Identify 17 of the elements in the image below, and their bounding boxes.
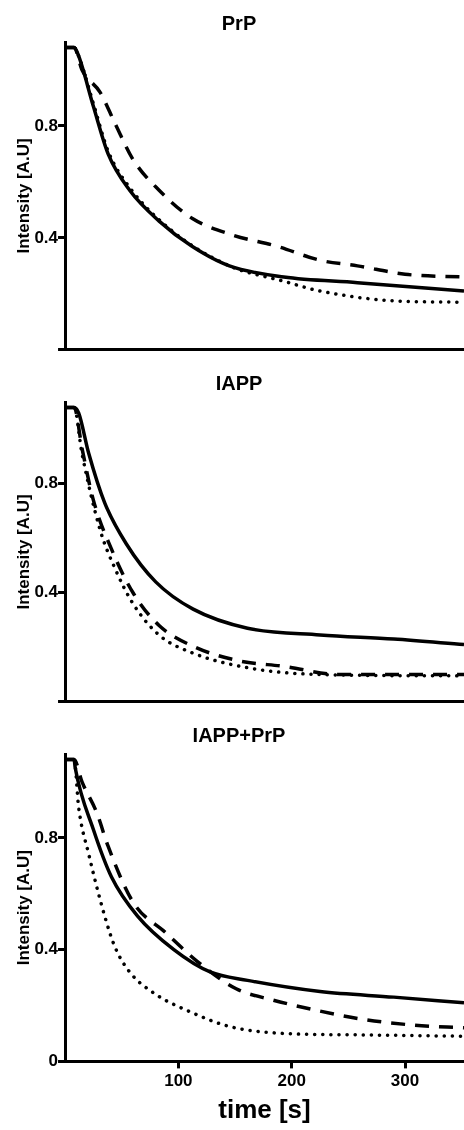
chart-title: IAPP	[215, 371, 263, 394]
x-tick-label: 100	[164, 1071, 193, 1091]
y-tick-label: 0.4	[34, 939, 59, 959]
y-axis-title: Intensity [A.U]	[13, 138, 33, 254]
y-axis-title: Intensity [A.U]	[13, 850, 33, 966]
chart-title: IAPP+PrP	[192, 723, 286, 746]
y-tick-label: 0.8	[34, 115, 59, 135]
x-tick-label: 200	[277, 1071, 306, 1091]
y-axis-title: Intensity [A.U]	[13, 494, 33, 610]
x-axis-title: time [s]	[218, 1093, 311, 1124]
chart-title: PrP	[221, 11, 257, 34]
y-tick-label: 0	[48, 1051, 59, 1071]
y-tick-label: 0.8	[34, 473, 59, 493]
x-tick-label: 300	[390, 1071, 420, 1091]
y-tick-label: 0.8	[34, 827, 59, 847]
y-tick-label: 0.4	[34, 227, 59, 247]
y-tick-label: 0.4	[34, 582, 59, 602]
